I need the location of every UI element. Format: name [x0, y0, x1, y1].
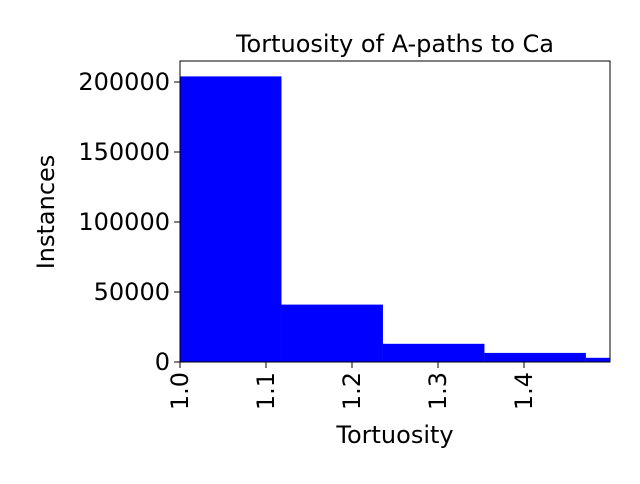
y-axis-ticks: 0 50000 100000 150000 200000 — [78, 68, 180, 376]
histogram-bar-1 — [180, 76, 282, 362]
histogram-bar-3 — [382, 343, 485, 362]
x-axis-ticks: 1.0 1.1 1.2 1.3 1.4 — [166, 362, 538, 410]
plot-frame — [179, 60, 611, 363]
chart-title: Tortuosity of A-paths to Ca — [235, 30, 554, 58]
bars-group — [180, 76, 610, 362]
y-axis-label: Instances — [32, 155, 60, 270]
x-tick-label: 1.3 — [424, 372, 452, 410]
histogram-bar-2 — [281, 304, 383, 362]
y-tick-label: 50000 — [94, 278, 170, 306]
x-tick-label: 1.4 — [510, 372, 538, 410]
y-tick-label: 200000 — [78, 68, 170, 96]
histogram-bar-5 — [585, 357, 610, 362]
histogram-bar-4 — [484, 352, 586, 362]
y-tick-label: 150000 — [78, 138, 170, 166]
x-tick-label: 1.2 — [338, 372, 366, 410]
x-tick-label: 1.0 — [166, 372, 194, 410]
x-axis-label: Tortuosity — [335, 421, 453, 449]
x-tick-label: 1.1 — [252, 372, 280, 410]
y-tick-label: 100000 — [78, 208, 170, 236]
y-tick-label: 0 — [155, 348, 170, 376]
